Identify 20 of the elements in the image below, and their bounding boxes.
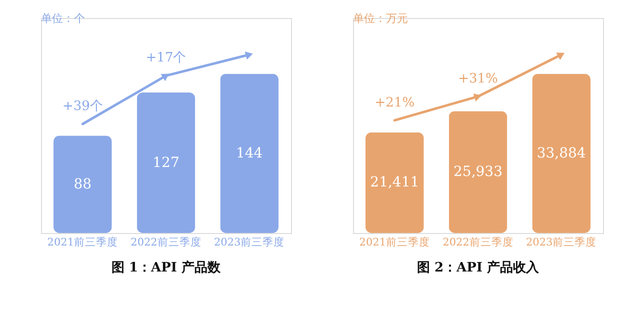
data-label: 33,884: [536, 145, 586, 162]
data-label: 144: [236, 145, 263, 162]
annotation: +21%: [374, 95, 415, 110]
data-label: 127: [152, 154, 180, 171]
text: 单位：个: [41, 12, 85, 25]
text: 图 1：API 产品数: [111, 260, 222, 276]
x-tick-label: 2022前三季度: [442, 236, 514, 248]
data-label: 88: [74, 176, 92, 192]
x-tick-label: 2023前三季度: [526, 236, 597, 248]
data-label: 21,411: [370, 174, 420, 191]
x-tick-label: 2022前三季度: [130, 236, 202, 248]
text: 图 2：API 产品收入: [416, 260, 540, 276]
text: 单位：万元: [353, 12, 408, 25]
text: +17个: [146, 50, 186, 66]
x-tick-label: 2023前三季度: [214, 236, 285, 248]
annotation: +31%: [458, 71, 498, 86]
x-tick-label: 2021前三季度: [47, 236, 118, 248]
x-tick-label: 2021前三季度: [359, 236, 430, 248]
annotation: +39个: [62, 98, 103, 114]
data-label: 25,933: [454, 164, 502, 180]
